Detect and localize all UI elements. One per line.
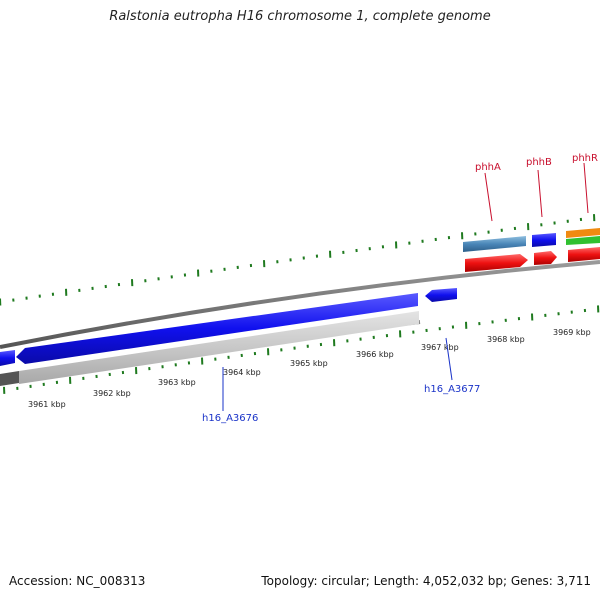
scale-label-3965: 3965 kbp	[290, 359, 328, 368]
scale-label-3961: 3961 kbp	[28, 400, 66, 409]
scale-label-3968: 3968 kbp	[487, 335, 525, 344]
accession-text: Accession: NC_008313	[9, 574, 146, 588]
map-title: Ralstonia eutropha H16 chromosome 1, com…	[109, 9, 491, 24]
leader-phhA	[484, 172, 493, 222]
gene-label-h16-A3676[interactable]: h16_A3676	[202, 413, 258, 424]
leader-h16-A3677	[445, 337, 453, 381]
scale-labels: 3961 kbp 3962 kbp 3963 kbp 3964 kbp 3965…	[28, 328, 591, 409]
gene-label-phhR[interactable]: phhR	[572, 153, 598, 164]
gene-phhA[interactable]	[465, 254, 528, 272]
cds-phhR-green[interactable]	[566, 236, 600, 245]
cds-phhB[interactable]	[532, 233, 556, 247]
cds-h16-A3676[interactable]	[16, 293, 418, 364]
backbone-upper	[0, 260, 600, 349]
leader-phhR	[583, 162, 589, 214]
scale-label-3964: 3964 kbp	[223, 368, 261, 377]
gene-label-phhA[interactable]: phhA	[475, 162, 501, 173]
gene-h16-A3675[interactable]	[0, 371, 19, 386]
cds-h16-A3677[interactable]	[425, 288, 457, 302]
gene-phhR[interactable]	[568, 247, 600, 262]
scale-ticks-lower	[3, 305, 600, 394]
scale-label-3963: 3963 kbp	[158, 378, 196, 387]
genome-summary-text: Topology: circular; Length: 4,052,032 bp…	[261, 574, 591, 588]
scale-label-3962: 3962 kbp	[93, 389, 131, 398]
scale-label-3967: 3967 kbp	[421, 343, 459, 352]
leader-phhB	[537, 169, 543, 218]
scale-label-3969: 3969 kbp	[553, 328, 591, 337]
gene-phhB[interactable]	[534, 251, 557, 265]
cds-h16-A3675[interactable]	[0, 350, 15, 366]
gene-label-phhB[interactable]: phhB	[526, 157, 552, 168]
scale-ticks-upper	[0, 214, 596, 306]
scale-label-3966: 3966 kbp	[356, 350, 394, 359]
cds-phhR-orange[interactable]	[566, 228, 600, 238]
gene-label-h16-A3677[interactable]: h16_A3677	[424, 384, 480, 395]
gene-h16-A3676[interactable]	[19, 311, 419, 384]
cds-phhA[interactable]	[463, 236, 526, 252]
